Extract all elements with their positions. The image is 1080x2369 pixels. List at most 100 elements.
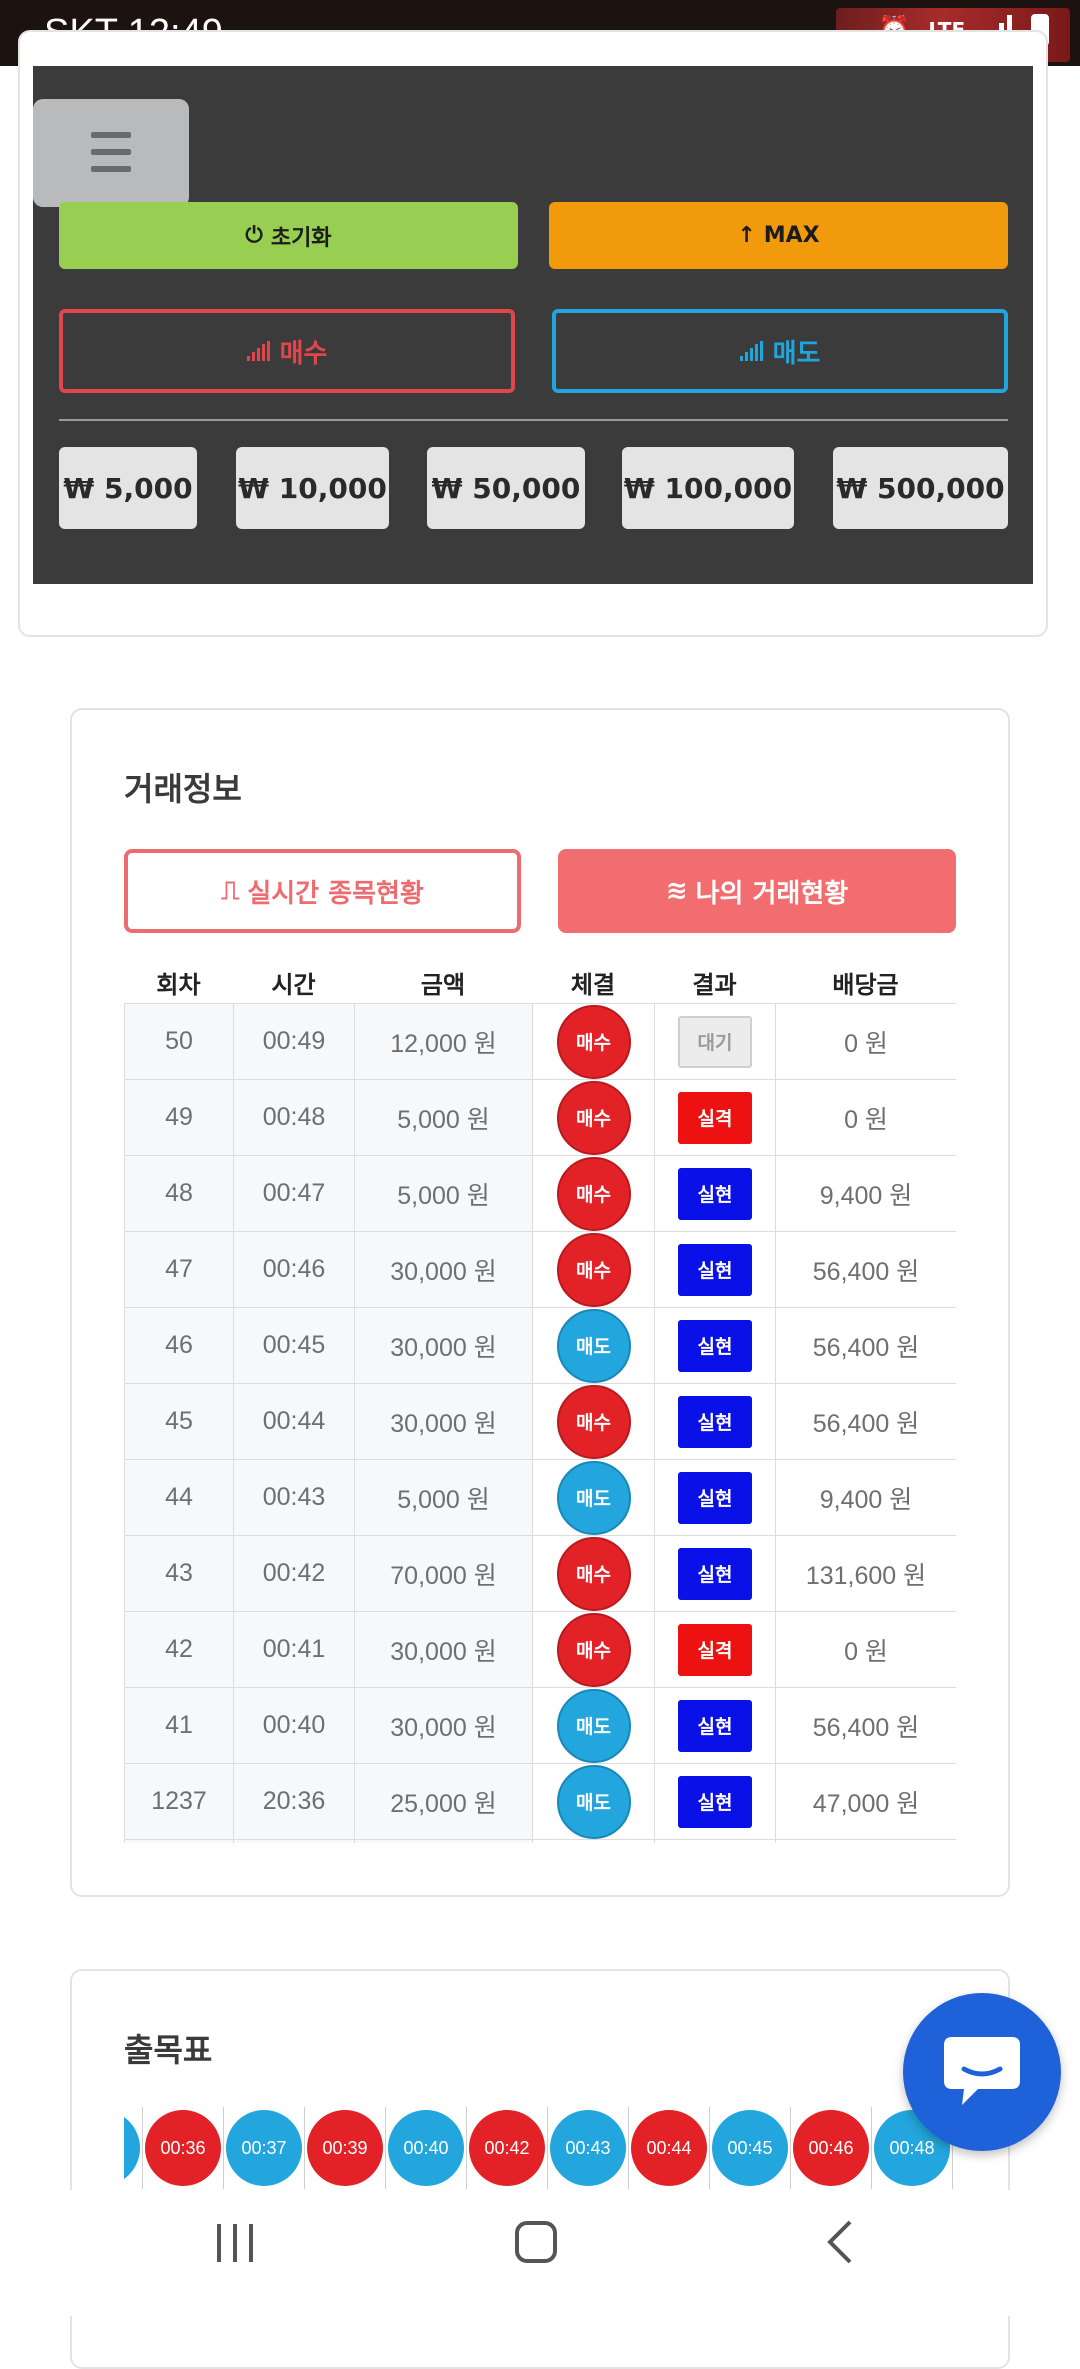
table-row: 49 00:48 5,000 원 매수 실격 0 원 (124, 1079, 956, 1156)
cell-amount: 12,000 원 (354, 1003, 533, 1080)
amount-button-5000[interactable]: ₩ 5,000 (59, 447, 197, 529)
amount-button-10000[interactable]: ₩ 10,000 (236, 447, 389, 529)
waves-icon: ≋ (665, 876, 688, 906)
cell-payout: 9,400 원 (775, 1155, 956, 1232)
menu-button[interactable] (33, 99, 189, 207)
cell-round (124, 1839, 234, 1843)
column-header-side: 체결 (570, 971, 616, 999)
history-dot: 00:39 (307, 2110, 383, 2186)
cell-payout: 0 원 (775, 1003, 956, 1080)
history-dot: 00:43 (550, 2110, 626, 2186)
history-cell: 00:42 (467, 2107, 548, 2189)
history-cell: 00:44 (629, 2107, 710, 2189)
recent-apps-icon[interactable] (213, 2220, 257, 2264)
cell-payout: 56,400 원 (775, 1231, 956, 1308)
cell-time: 00:44 (233, 1383, 355, 1460)
cell-result: 실현 (654, 1763, 776, 1840)
table-row: 1237 20:36 25,000 원 매도 실현 47,000 원 (124, 1763, 956, 1840)
cell-round: 42 (124, 1611, 234, 1688)
menu-icon (91, 132, 131, 138)
history-dot: 00:35 (124, 2110, 140, 2186)
cell-side: 매도 (532, 1459, 655, 1536)
system-nav-bar (0, 2190, 1080, 2316)
max-label: MAX (763, 223, 820, 248)
cell-time: 00:49 (233, 1003, 355, 1080)
cell-time: 00:43 (233, 1459, 355, 1536)
amount-button-100000[interactable]: ₩ 100,000 (622, 447, 794, 529)
result-badge: 실현 (678, 1243, 752, 1296)
side-badge: 매수 (556, 1384, 631, 1459)
side-badge: 매도 (556, 1764, 631, 1839)
cell-side: 매도 (532, 1307, 655, 1384)
side-badge: 매수 (556, 1232, 631, 1307)
column-header-amount: 금액 (420, 971, 466, 999)
trade-table[interactable]: 50 00:49 12,000 원 매수 대기 0 원 49 00:48 5,000 원 매수 실격… (124, 1003, 956, 1843)
history-dot: 00:45 (712, 2110, 788, 2186)
cell-round: 43 (124, 1535, 234, 1612)
cell-payout: 131,600 원 (775, 1535, 956, 1612)
tab-realtime-label: 실시간 종목현황 (247, 878, 424, 909)
amount-button-500000[interactable]: ₩ 500,000 (833, 447, 1008, 529)
history-cell: 00:37 (224, 2107, 305, 2189)
result-badge: 대기 (678, 1015, 752, 1068)
chat-button[interactable] (903, 1993, 1061, 2151)
cell-time: 00:47 (233, 1155, 355, 1232)
signal-bars-icon (246, 341, 270, 361)
history-dot: 00:37 (226, 2110, 302, 2186)
result-badge: 실격 (678, 1623, 752, 1676)
table-row: 41 00:40 30,000 원 매도 실현 56,400 원 (124, 1687, 956, 1764)
cell-amount: 5,000 원 (354, 1079, 533, 1156)
pulse-icon: ⎍ (221, 875, 240, 906)
cell-time: 00:41 (233, 1611, 355, 1688)
cell-result: 대기 (654, 1003, 776, 1080)
side-badge: 매수 (556, 1156, 631, 1231)
history-cell: 00:46 (791, 2107, 872, 2189)
table-row: 46 00:45 30,000 원 매도 실현 56,400 원 (124, 1307, 956, 1384)
cell-amount: 70,000 원 (354, 1535, 533, 1612)
cell-time (233, 1839, 355, 1843)
cell-amount: 5,000 원 (354, 1155, 533, 1232)
cell-payout: 0 원 (775, 1079, 956, 1156)
cell-side: 매수 (532, 1535, 655, 1612)
table-row: 50 00:49 12,000 원 매수 대기 0 원 (124, 1003, 956, 1080)
history-dot: 00:42 (469, 2110, 545, 2186)
cell-amount (354, 1839, 533, 1843)
table-row: 43 00:42 70,000 원 매수 실현 131,600 원 (124, 1535, 956, 1612)
cell-result: 실격 (654, 1079, 776, 1156)
tab-my-trades[interactable]: ≋ 나의 거래현황 (558, 849, 956, 933)
column-header-payout: 배당금 (832, 971, 899, 999)
reset-button[interactable]: ⏻ 초기화 (59, 202, 518, 269)
column-header-round: 회차 (156, 971, 201, 999)
cell-round: 48 (124, 1155, 234, 1232)
cell-result: 실현 (654, 1687, 776, 1764)
back-icon[interactable] (820, 2220, 864, 2264)
cell-result: 실현 (654, 1383, 776, 1460)
chat-bubble-icon (944, 2037, 1020, 2105)
side-badge: 매도 (556, 1460, 631, 1535)
cell-amount: 30,000 원 (354, 1687, 533, 1764)
cell-amount: 5,000 원 (354, 1459, 533, 1536)
history-cell: 00:36 (143, 2107, 224, 2189)
cell-result: 실현 (654, 1459, 776, 1536)
amount-button-50000[interactable]: ₩ 50,000 (427, 447, 585, 529)
result-badge: 실현 (678, 1699, 752, 1752)
cell-side (532, 1839, 655, 1843)
history-cell: 00:40 (386, 2107, 467, 2189)
cell-time: 00:42 (233, 1535, 355, 1612)
cell-time: 20:36 (233, 1763, 355, 1840)
home-icon[interactable] (514, 2220, 558, 2264)
cell-payout: 9,400 원 (775, 1459, 956, 1536)
cell-amount: 30,000 원 (354, 1383, 533, 1460)
result-badge: 실현 (678, 1547, 752, 1600)
arrow-up-icon: ↑ (737, 223, 756, 248)
reset-label: 초기화 (270, 225, 332, 251)
history-strip[interactable]: 00:35 00:3600:3700:3900:4000:4200:4300:44… (124, 2107, 956, 2189)
cell-amount: 30,000 원 (354, 1611, 533, 1688)
table-row: 47 00:46 30,000 원 매수 실현 56,400 원 (124, 1231, 956, 1308)
max-button[interactable]: ↑ MAX (549, 202, 1008, 269)
sell-button[interactable]: 매도 (552, 309, 1008, 393)
cell-side: 매수 (532, 1079, 655, 1156)
tab-realtime-status[interactable]: ⎍ 실시간 종목현황 (124, 849, 521, 933)
history-title: 출목표 (124, 2031, 213, 2069)
buy-button[interactable]: 매수 (59, 309, 515, 393)
